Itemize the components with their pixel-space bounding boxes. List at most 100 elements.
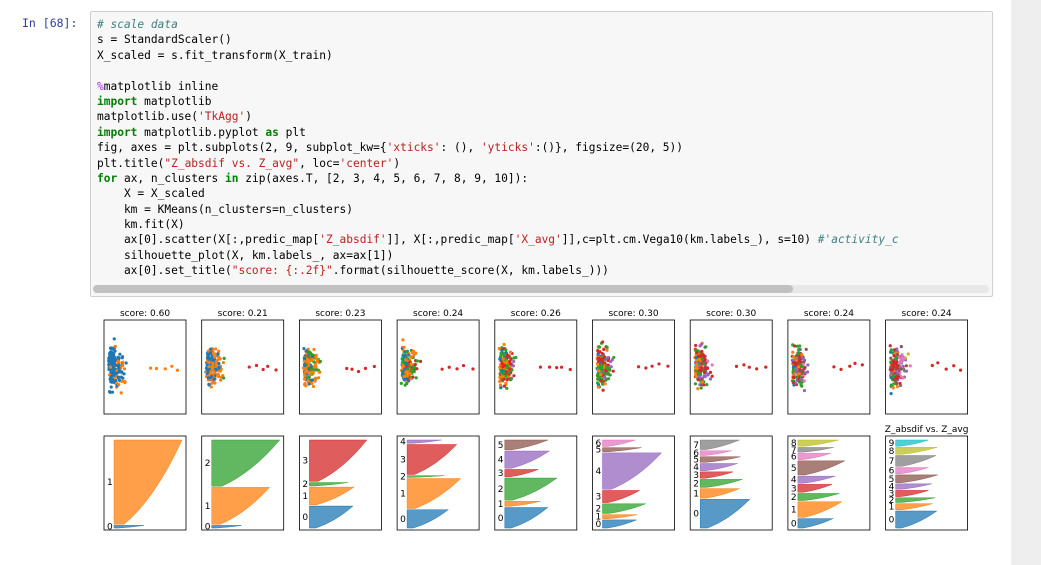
scatter-point	[206, 370, 210, 374]
scatter-point	[803, 371, 807, 375]
scatter-point	[795, 344, 800, 348]
code-token: "Z_absdif vs. Z_avg"	[164, 156, 300, 170]
scatter-point	[261, 367, 265, 372]
scatter-point	[764, 365, 768, 369]
horizontal-scrollbar[interactable]	[93, 285, 989, 293]
silhouette-cluster-label: 1	[596, 513, 602, 523]
scatter-point	[402, 374, 406, 378]
silhouette-cluster-label: 2	[400, 473, 406, 483]
scatter-point	[895, 381, 899, 386]
scatter-point	[311, 358, 315, 362]
silhouette-band	[797, 493, 840, 501]
scatter-point	[710, 374, 714, 378]
code-token: matplotlib.pyplot	[137, 125, 266, 139]
scatter-point	[107, 367, 111, 372]
scatter-point	[222, 376, 226, 380]
scatter-point	[596, 377, 600, 381]
scatter-point	[112, 337, 116, 341]
silhouette-cluster-label: 1	[400, 490, 406, 500]
scatter-point	[705, 383, 709, 387]
scatter-point	[310, 381, 314, 386]
scatter-point	[612, 355, 616, 360]
scrollbar-thumb[interactable]	[93, 285, 793, 293]
silhouette-cluster-label: 6	[791, 453, 797, 463]
code-editor[interactable]: # scale data s = StandardScaler() X_scaled…	[97, 17, 899, 279]
scatter-point	[904, 369, 909, 373]
scatter-point	[122, 367, 127, 371]
code-token: plt	[278, 125, 306, 139]
silhouette-cluster-label: 1	[107, 478, 113, 488]
code-token: # scale data	[97, 18, 178, 31]
silhouette-cluster-label: 4	[596, 467, 602, 477]
scatter-point	[547, 365, 552, 369]
silhouette-cluster-label: 4	[498, 456, 504, 466]
scatter-point	[898, 381, 902, 386]
code-line: X = X_scaled	[97, 186, 899, 201]
scatter-point	[694, 343, 698, 348]
scatter-point	[604, 378, 608, 382]
silhouette-band	[504, 469, 539, 478]
silhouette-cluster-label: 3	[596, 493, 602, 503]
silhouette-cluster-label: 4	[791, 476, 797, 486]
scatter-point	[117, 366, 121, 370]
scatter-point	[799, 364, 804, 368]
scatter-point	[497, 347, 501, 351]
silhouette-band	[895, 439, 929, 447]
scatter-point	[471, 367, 475, 371]
code-token: plt.title(	[97, 156, 165, 170]
scatter-point	[791, 350, 795, 354]
scatter-point	[123, 380, 127, 385]
scatter-point	[498, 357, 502, 361]
scatter-point	[896, 375, 901, 379]
scatter-point	[301, 366, 306, 370]
scatter-point	[302, 356, 307, 360]
scatter-point	[314, 365, 318, 369]
silhouette-band	[504, 450, 551, 469]
silhouette-cluster-label: 5	[889, 475, 895, 485]
code-line: fig, axes = plt.subplots(2, 9, subplot_k…	[97, 140, 899, 155]
code-token: X_scaled = s.fit_transform(X_train)	[97, 48, 333, 62]
scatter-point	[601, 340, 605, 344]
scatter-point	[111, 380, 115, 384]
scatter-point	[274, 368, 278, 372]
silhouette-band	[309, 505, 354, 529]
scatter-point	[302, 359, 306, 363]
scatter-point	[605, 345, 609, 350]
scatter-point	[310, 367, 314, 371]
code-token: %	[97, 79, 104, 93]
code-token: matplotlib.use(	[97, 110, 199, 124]
scatter-point	[114, 378, 118, 382]
scatter-point	[803, 365, 807, 370]
scatter-point	[596, 385, 600, 389]
silhouette-cluster-label: 0	[791, 519, 797, 529]
scatter-point	[304, 362, 309, 367]
silhouette-band	[797, 475, 836, 484]
silhouette-cluster-label: 8	[889, 447, 895, 457]
scatter-point	[800, 352, 804, 357]
scatter-point	[800, 371, 804, 375]
scatter-point	[650, 364, 654, 368]
code-token: ax[0].set_title(	[97, 264, 232, 278]
subplot-score-title: score: 0.30	[706, 309, 756, 319]
subplot-column: score: 0.21 0 1 2	[201, 309, 285, 533]
scatter-point	[889, 391, 893, 396]
scatter-point	[210, 381, 214, 385]
scatter-point	[702, 370, 707, 374]
code-line: import matplotlib	[97, 94, 899, 109]
scatter-point	[889, 371, 893, 375]
scatter-point	[217, 365, 221, 370]
scatter-point	[502, 384, 507, 388]
scatter-point	[216, 357, 220, 362]
scatter-point	[693, 382, 698, 386]
scatter-point	[509, 362, 513, 366]
scatter-point	[302, 377, 307, 381]
scatter-point	[702, 361, 706, 366]
scatter-point	[747, 365, 751, 369]
scatter-point	[895, 353, 900, 357]
scatter-point	[798, 359, 802, 364]
scatter-point	[310, 378, 314, 382]
code-cell[interactable]: # scale data s = StandardScaler() X_scaled…	[90, 11, 993, 297]
scatter-point	[514, 355, 518, 360]
scatter-point	[606, 377, 611, 381]
